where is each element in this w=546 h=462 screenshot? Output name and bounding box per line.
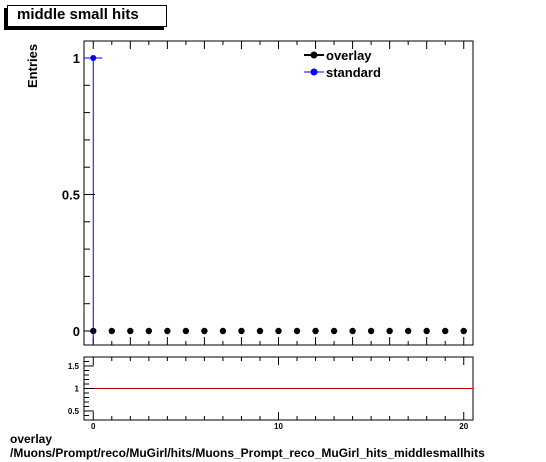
overlay-point	[219, 327, 227, 335]
overlay-point	[275, 327, 282, 335]
overlay-point	[238, 327, 245, 335]
legend-label-overlay: overlay	[326, 48, 372, 63]
overlay-point	[404, 327, 412, 335]
footer-line-1: overlay	[10, 432, 53, 446]
title-box	[7, 5, 167, 27]
ratio-y-tick-label: 1	[75, 385, 80, 394]
overlay-point	[442, 327, 449, 335]
chart-title: middle small hits	[17, 6, 139, 23]
ratio-y-tick-label: 0.5	[68, 407, 80, 416]
overlay-point	[201, 327, 208, 335]
ratio-x-tick-label: 20	[459, 422, 468, 431]
overlay-point	[423, 327, 430, 335]
overlay-point	[145, 327, 153, 335]
overlay-point	[386, 327, 393, 335]
overlay-point	[460, 327, 467, 335]
overlay-point	[367, 327, 375, 335]
overlay-point	[127, 327, 134, 335]
overlay-point	[256, 327, 264, 335]
footer-line-2: /Muons/Prompt/reco/MuGirl/hits/Muons_Pro…	[10, 446, 485, 460]
overlay-point	[182, 327, 190, 335]
legend-label-standard: standard	[326, 65, 381, 80]
ratio-y-tick-label: 1.5	[68, 362, 80, 371]
legend-marker-overlay	[310, 51, 318, 59]
ratio-x-tick-label: 0	[91, 422, 96, 431]
overlay-point	[164, 327, 171, 335]
y-tick-label: 0	[73, 324, 80, 339]
overlay-point	[330, 327, 338, 335]
ratio-plot: 0.5 1 1.5 0 10 20	[68, 356, 474, 431]
main-plot: 0 0.5 1 Entries overlay standard	[25, 40, 474, 346]
standard-point	[90, 55, 97, 61]
ratio-x-tick-label: 10	[274, 422, 283, 431]
y-tick-label: 0.5	[62, 188, 80, 203]
overlay-point	[293, 327, 301, 335]
overlay-point	[108, 327, 115, 335]
y-axis-label: Entries	[25, 44, 40, 88]
overlay-point	[349, 327, 356, 335]
overlay-point	[312, 327, 319, 335]
legend-marker-standard	[310, 68, 318, 76]
plot-frame	[83, 40, 474, 346]
y-tick-label: 1	[73, 51, 80, 66]
